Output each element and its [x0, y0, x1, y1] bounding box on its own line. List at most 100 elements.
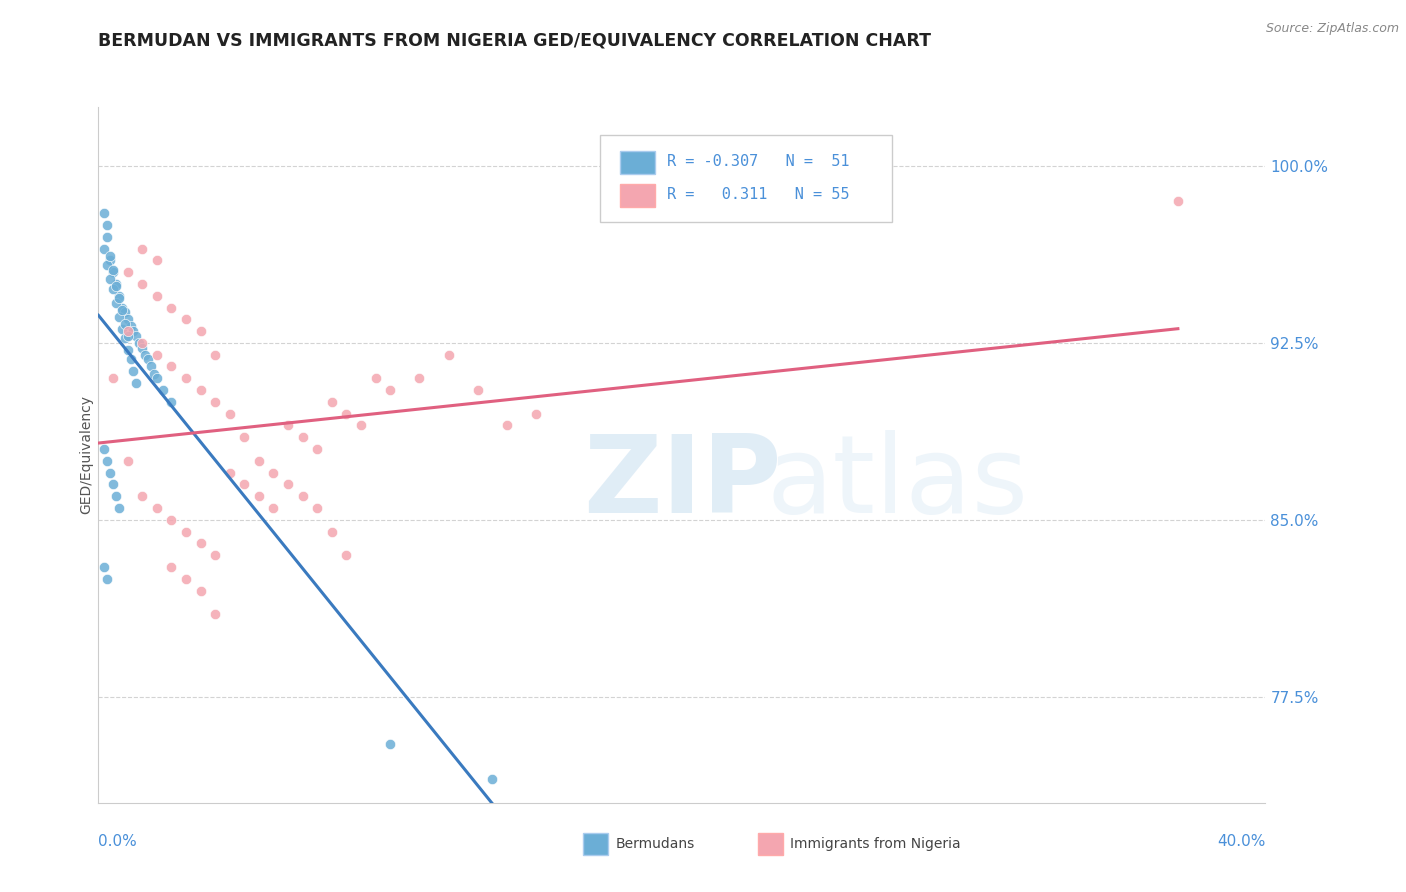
Point — [101, 265, 124, 279]
Text: Bermudans: Bermudans — [616, 837, 695, 851]
Point — [96, 229, 118, 244]
Point — [190, 583, 212, 598]
Point — [122, 324, 145, 338]
Point — [117, 265, 139, 279]
Point — [96, 258, 118, 272]
Point — [93, 560, 115, 574]
Point — [117, 312, 139, 326]
Point — [247, 489, 270, 503]
Point — [291, 489, 314, 503]
Point — [262, 500, 284, 515]
Text: ZIP: ZIP — [582, 430, 782, 536]
Point — [378, 737, 402, 751]
Point — [98, 249, 121, 263]
Point — [350, 418, 373, 433]
Point — [125, 376, 148, 390]
Point — [114, 317, 136, 331]
Point — [120, 352, 142, 367]
Point — [146, 371, 169, 385]
Point — [152, 383, 174, 397]
Point — [128, 335, 150, 350]
Point — [104, 295, 127, 310]
Point — [204, 548, 226, 562]
Point — [131, 335, 153, 350]
Bar — [620, 184, 655, 207]
Bar — [620, 151, 655, 174]
Text: Source: ZipAtlas.com: Source: ZipAtlas.com — [1265, 22, 1399, 36]
Point — [146, 253, 169, 268]
Point — [190, 383, 212, 397]
Point — [160, 301, 183, 315]
Point — [111, 322, 134, 336]
Point — [104, 489, 127, 503]
Text: atlas: atlas — [766, 430, 1029, 536]
Point — [117, 454, 139, 468]
Point — [108, 291, 131, 305]
Point — [114, 305, 136, 319]
Point — [291, 430, 314, 444]
Point — [96, 454, 118, 468]
Point — [233, 477, 256, 491]
Point — [131, 341, 153, 355]
Point — [117, 324, 139, 338]
Point — [93, 442, 115, 456]
Point — [98, 272, 121, 286]
Point — [131, 277, 153, 291]
Point — [218, 466, 240, 480]
Point — [108, 500, 131, 515]
Point — [160, 560, 183, 574]
Text: Immigrants from Nigeria: Immigrants from Nigeria — [790, 837, 962, 851]
Point — [321, 524, 343, 539]
Point — [122, 364, 145, 378]
Point — [111, 302, 134, 317]
Point — [131, 489, 153, 503]
Bar — [758, 833, 783, 855]
Point — [204, 395, 226, 409]
Point — [262, 466, 284, 480]
Point — [364, 371, 387, 385]
Text: R =   0.311   N = 55: R = 0.311 N = 55 — [666, 186, 849, 202]
Point — [307, 442, 329, 456]
Point — [408, 371, 430, 385]
Text: BERMUDAN VS IMMIGRANTS FROM NIGERIA GED/EQUIVALENCY CORRELATION CHART: BERMUDAN VS IMMIGRANTS FROM NIGERIA GED/… — [98, 31, 931, 49]
Point — [190, 324, 212, 338]
Point — [1167, 194, 1189, 209]
Point — [104, 277, 127, 291]
Point — [233, 430, 256, 444]
Point — [277, 418, 299, 433]
Point — [93, 242, 115, 256]
Point — [218, 407, 240, 421]
Point — [134, 348, 156, 362]
Point — [108, 289, 131, 303]
Point — [131, 242, 153, 256]
Point — [307, 500, 329, 515]
Text: 0.0%: 0.0% — [98, 834, 138, 849]
Point — [146, 289, 169, 303]
Point — [495, 418, 517, 433]
Point — [204, 607, 226, 621]
Point — [174, 524, 197, 539]
Point — [136, 352, 159, 367]
Point — [114, 331, 136, 345]
Point — [93, 206, 115, 220]
Point — [204, 348, 226, 362]
Text: R = -0.307   N =  51: R = -0.307 N = 51 — [666, 153, 849, 169]
Point — [160, 359, 183, 374]
Point — [277, 477, 299, 491]
Point — [160, 513, 183, 527]
Point — [142, 367, 165, 381]
Point — [111, 301, 134, 315]
Point — [101, 477, 124, 491]
Point — [335, 548, 357, 562]
Point — [190, 536, 212, 550]
Point — [524, 407, 547, 421]
Point — [101, 262, 124, 277]
Point — [125, 328, 148, 343]
Point — [321, 395, 343, 409]
Bar — [582, 833, 609, 855]
Point — [101, 282, 124, 296]
Point — [98, 466, 121, 480]
Point — [481, 772, 503, 787]
Point — [378, 383, 402, 397]
Point — [146, 500, 169, 515]
